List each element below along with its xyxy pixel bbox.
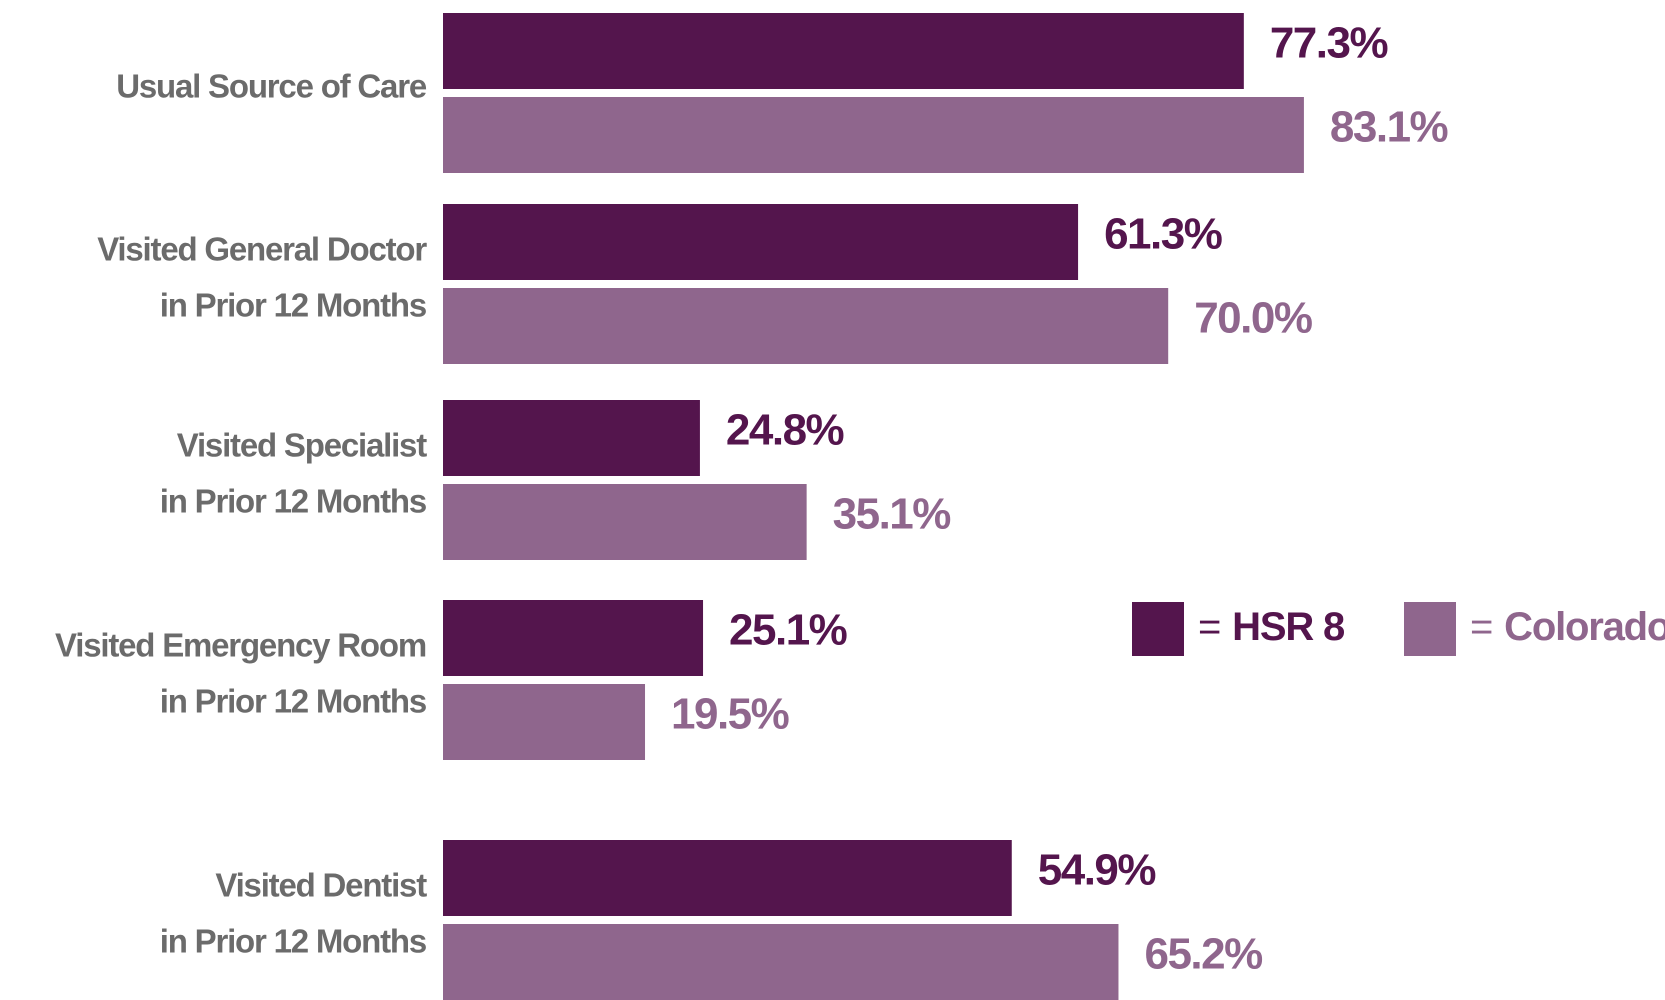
legend-label: = Colorado xyxy=(1470,605,1665,649)
value-label: 54.9% xyxy=(1038,846,1156,895)
bar xyxy=(443,924,1119,1000)
legend-swatch xyxy=(1132,602,1184,656)
value-label: 83.1% xyxy=(1330,103,1448,152)
value-label: 65.2% xyxy=(1144,930,1262,979)
legend-name: HSR 8 xyxy=(1232,605,1345,649)
value-label: 24.8% xyxy=(726,406,844,455)
category-label: Visited Emergency Room xyxy=(55,627,426,664)
legend-separator: = xyxy=(1470,605,1492,649)
value-label: 35.1% xyxy=(833,490,951,539)
bar xyxy=(443,840,1012,916)
bar xyxy=(443,13,1244,89)
category-label: in Prior 12 Months xyxy=(160,287,426,324)
bar xyxy=(443,600,704,676)
legend-swatch xyxy=(1404,602,1456,656)
value-label: 77.3% xyxy=(1270,19,1388,68)
category-label: Visited Dentist xyxy=(215,867,427,904)
bar xyxy=(443,288,1169,364)
legend-label: = HSR 8 xyxy=(1198,605,1345,649)
value-label: 61.3% xyxy=(1104,210,1222,259)
category-label: Visited Specialist xyxy=(177,427,427,464)
legend-name: Colorado xyxy=(1504,605,1665,649)
category-label: in Prior 12 Months xyxy=(160,683,426,720)
value-label: 19.5% xyxy=(671,690,789,739)
bar xyxy=(443,400,700,476)
category-label: Usual Source of Care xyxy=(116,68,427,105)
bar xyxy=(443,97,1304,173)
category-label: in Prior 12 Months xyxy=(160,923,426,960)
bar xyxy=(443,484,807,560)
category-label: in Prior 12 Months xyxy=(160,483,426,520)
bar xyxy=(443,684,646,760)
value-label: 25.1% xyxy=(729,606,847,655)
value-label: 70.0% xyxy=(1194,294,1312,343)
legend-separator: = xyxy=(1198,605,1220,649)
bar xyxy=(443,204,1079,280)
category-label: Visited General Doctor xyxy=(97,231,427,268)
